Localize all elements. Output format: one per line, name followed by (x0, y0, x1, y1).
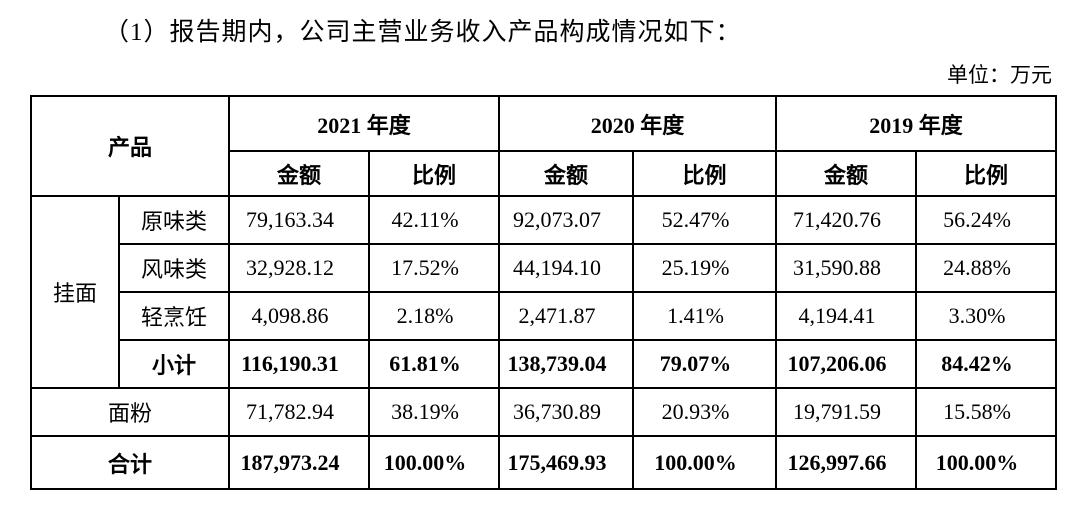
cell-ratio-2020: 100.00% (632, 435, 778, 490)
row-label: 原味类 (117, 195, 231, 245)
cell-amount-2019: 31,590.88 (775, 243, 918, 293)
cell-amount-2020: 44,194.10 (498, 243, 635, 293)
cell-ratio-2019: 56.24% (915, 195, 1058, 245)
cell-amount-2021: 32,928.12 (228, 243, 371, 293)
cell-ratio-2021: 61.81% (368, 339, 501, 389)
cell-ratio-2020: 79.07% (632, 339, 778, 389)
table-row-subtotal: 小计 116,190.31 61.81% 138,739.04 79.07% 1… (31, 339, 1058, 389)
cell-amount-2020: 2,471.87 (498, 291, 635, 341)
cell-amount-2021: 79,163.34 (228, 195, 371, 245)
cell-amount-2019: 126,997.66 (775, 435, 918, 490)
header-ratio-2021: 比例 (368, 150, 501, 197)
cell-ratio-2021: 2.18% (368, 291, 501, 341)
header-amount-2019: 金额 (775, 150, 918, 197)
cell-amount-2020: 92,073.07 (498, 195, 635, 245)
row-label: 风味类 (117, 243, 231, 293)
header-row-years: 产品 2021 年度 2020 年度 2019 年度 (29, 95, 1058, 197)
header-year-2021: 2021 年度 (228, 95, 501, 152)
cell-ratio-2020: 52.47% (632, 195, 778, 245)
cell-ratio-2021: 38.19% (368, 387, 501, 437)
cell-ratio-2021: 17.52% (368, 243, 501, 293)
header-year-2019: 2019 年度 (775, 95, 1058, 152)
page-title: （1）报告期内，公司主营业务收入产品构成情况如下： (104, 19, 742, 46)
cell-ratio-2019: 84.42% (915, 339, 1058, 389)
header-amount-2020: 金额 (498, 150, 635, 197)
group-label-guamian: 挂面 (30, 195, 120, 389)
cell-ratio-2020: 25.19% (632, 243, 778, 293)
header-year-2020: 2020 年度 (498, 95, 778, 152)
cell-ratio-2019: 100.00% (915, 435, 1058, 490)
cell-ratio-2019: 3.30% (915, 291, 1058, 341)
cell-amount-2020: 36,730.89 (498, 387, 635, 437)
cell-amount-2019: 107,206.06 (775, 339, 918, 389)
header-row-metrics: 金额 比例 金额 比例 金额 比例 (31, 150, 1058, 197)
table-row-mianfen: 面粉 71,782.94 38.19% 36,730.89 20.93% 19,… (29, 387, 1058, 437)
cell-amount-2021: 4,098.86 (228, 291, 371, 341)
cell-amount-2019: 4,194.41 (775, 291, 918, 341)
header-product: 产品 (29, 95, 231, 197)
cell-amount-2021: 116,190.31 (228, 339, 371, 389)
cell-ratio-2019: 15.58% (915, 387, 1058, 437)
row-label-total: 合计 (29, 435, 231, 490)
cell-ratio-2019: 24.88% (915, 243, 1058, 293)
table-row-total: 合计 187,973.24 100.00% 175,469.93 100.00%… (29, 435, 1058, 490)
row-label-mianfen: 面粉 (29, 387, 231, 437)
row-label-subtotal: 小计 (117, 339, 231, 389)
cell-amount-2019: 71,420.76 (775, 195, 918, 245)
cell-amount-2019: 19,791.59 (775, 387, 918, 437)
cell-ratio-2021: 100.00% (368, 435, 501, 490)
cell-ratio-2020: 1.41% (632, 291, 778, 341)
unit-label: 单位：万元 (947, 63, 1052, 87)
cell-ratio-2021: 42.11% (368, 195, 501, 245)
table-row-qingpengren: 轻烹饪 4,098.86 2.18% 2,471.87 1.41% 4,194.… (31, 291, 1058, 341)
cell-amount-2021: 71,782.94 (228, 387, 371, 437)
header-ratio-2020: 比例 (632, 150, 778, 197)
header-amount-2021: 金额 (228, 150, 371, 197)
table-row-yuanweilei: 挂面 原味类 79,163.34 42.11% 92,073.07 52.47%… (30, 195, 1058, 389)
cell-amount-2020: 175,469.93 (498, 435, 635, 490)
revenue-composition-table: 产品 2021 年度 2020 年度 2019 年度 金额 比例 金额 比例 金… (29, 95, 1058, 490)
header-ratio-2019: 比例 (915, 150, 1058, 197)
table-row-fengweilei: 风味类 32,928.12 17.52% 44,194.10 25.19% 31… (31, 243, 1058, 293)
cell-amount-2020: 138,739.04 (498, 339, 635, 389)
cell-ratio-2020: 20.93% (632, 387, 778, 437)
cell-amount-2021: 187,973.24 (228, 435, 371, 490)
row-label: 轻烹饪 (117, 291, 231, 341)
